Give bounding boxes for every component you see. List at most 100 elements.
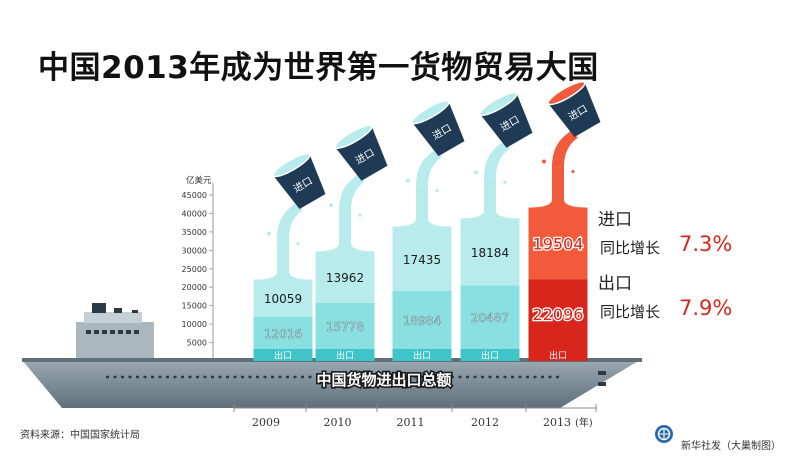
y-tick-label: 35000 [182, 228, 207, 237]
bucket-rim [334, 124, 373, 149]
bucket-rim [272, 153, 311, 178]
bar-export-2009 [253, 316, 313, 349]
bucket-icon: 进口 [479, 91, 533, 148]
x-tick-label: 2013 [543, 416, 571, 429]
bar-base-strip [253, 349, 313, 361]
x-axis: 2009 2010 2011 2012 2013 (年) [233, 404, 597, 429]
pour-arc [552, 131, 578, 168]
value-label-export: 20487 [471, 311, 509, 325]
x-tick-label: 2012 [471, 416, 499, 429]
bar-base-strip [460, 349, 520, 361]
x-tick-label: 2011 [397, 416, 425, 429]
splash-drop [358, 213, 362, 217]
pour-shoulder [460, 210, 520, 219]
legend-export-yoy-label: 同比增长 [600, 303, 661, 321]
splash-drop [296, 241, 300, 246]
bar-group-2010: 出口 13962 15778 进口 [315, 124, 388, 362]
bar-export-2011 [392, 290, 452, 349]
ship-window [110, 330, 115, 334]
bar-import-2013 [528, 207, 588, 280]
x-axis-unit: (年) [575, 416, 593, 429]
ship-window [134, 330, 139, 334]
pour-shoulder [392, 218, 452, 227]
x-tick-label: 2009 [252, 416, 280, 429]
bar-base-label: 出口 [549, 350, 567, 362]
splash-drop [406, 178, 410, 183]
bar-import-2011 [392, 226, 452, 291]
bar-group-2009: 出口 10059 12016 进口 [253, 153, 326, 362]
bar-export-2012 [460, 285, 520, 349]
value-label-import: 10059 [264, 292, 302, 306]
xinhua-logo-icon [655, 425, 673, 443]
bar-base-label: 出口 [481, 350, 499, 362]
legend-import-yoy-label: 同比增长 [600, 239, 661, 257]
splash-drop [435, 189, 439, 193]
y-tick-label: 15000 [182, 302, 207, 311]
credit-note: 新华社发（大巢制图） [681, 441, 781, 452]
bar-import-2009 [253, 279, 313, 317]
ship-porthole-aft [598, 371, 606, 375]
value-label-export: 22096 [533, 305, 584, 324]
value-label-import: 19504 [533, 235, 584, 254]
splash-drop [571, 169, 575, 174]
pour-arc [277, 203, 303, 240]
bucket-icon: 进口 [272, 153, 326, 209]
y-axis: 亿美元0500010000150002000025000300003500040… [182, 175, 214, 366]
pour-stream [484, 178, 496, 220]
y-tick-label: 20000 [182, 283, 207, 292]
legend-import-yoy-value: 7.3% [679, 232, 733, 256]
bucket-rim [411, 100, 450, 125]
bar-base-label: 出口 [413, 350, 431, 362]
x-tick-label: 2010 [324, 416, 352, 429]
y-tick-label: 5000 [187, 339, 207, 348]
y-tick-label: 25000 [182, 265, 207, 274]
bar-import-2012 [460, 218, 520, 286]
bar-base-strip [528, 349, 588, 361]
value-label-export: 12016 [264, 327, 302, 341]
pour-stream [416, 186, 428, 228]
bar-import-2010 [315, 251, 375, 303]
y-tick-label: 40000 [182, 209, 207, 218]
ship-window [102, 330, 107, 334]
y-tick-label: 30000 [182, 246, 207, 255]
pour-shoulder [315, 243, 375, 252]
ship-window [126, 330, 131, 334]
bar-base-strip [392, 349, 452, 361]
ship-mast [132, 310, 138, 313]
pour-arc [484, 142, 510, 179]
bar-group-2013: 出口 19504 22096 进口 [528, 80, 601, 362]
splash-drop [267, 231, 271, 236]
chart-title: 中国2013年成为世界第一货物贸易大国 [38, 50, 599, 86]
bar-export-2010 [315, 302, 375, 349]
ship-window [94, 330, 99, 334]
ship-label: 中国货物进出口总额 [316, 371, 451, 389]
bar-export-2013 [528, 279, 588, 349]
value-label-import: 18184 [471, 246, 509, 260]
ship-mast [114, 308, 122, 313]
y-tick-label: 10000 [182, 320, 207, 329]
y-axis-unit: 亿美元 [186, 175, 212, 186]
source-note: 资料来源：中国国家统计局 [20, 430, 140, 441]
pour-stream [277, 239, 289, 281]
ship-funnel [92, 303, 106, 313]
bucket-rim [479, 91, 518, 117]
legend-import-title: 进口 [598, 210, 632, 230]
pour-arc [416, 150, 442, 187]
splash-drop [329, 203, 333, 208]
ship-porthole-aft [598, 382, 606, 386]
pour-stream [552, 167, 564, 209]
y-tick-label: 45000 [182, 191, 207, 200]
pour-shoulder [253, 271, 313, 280]
value-label-import: 13962 [326, 271, 364, 285]
legend-export-yoy-value: 7.9% [679, 296, 733, 320]
legend-export-title: 出口 [598, 274, 632, 294]
splash-drop [542, 159, 546, 164]
splash-drop [474, 170, 478, 175]
ship-window [118, 330, 123, 334]
ship-bridge-upper [84, 312, 142, 323]
pour-arc [339, 175, 365, 212]
bar-base-label: 出口 [274, 350, 292, 362]
bucket-icon: 进口 [547, 80, 601, 137]
